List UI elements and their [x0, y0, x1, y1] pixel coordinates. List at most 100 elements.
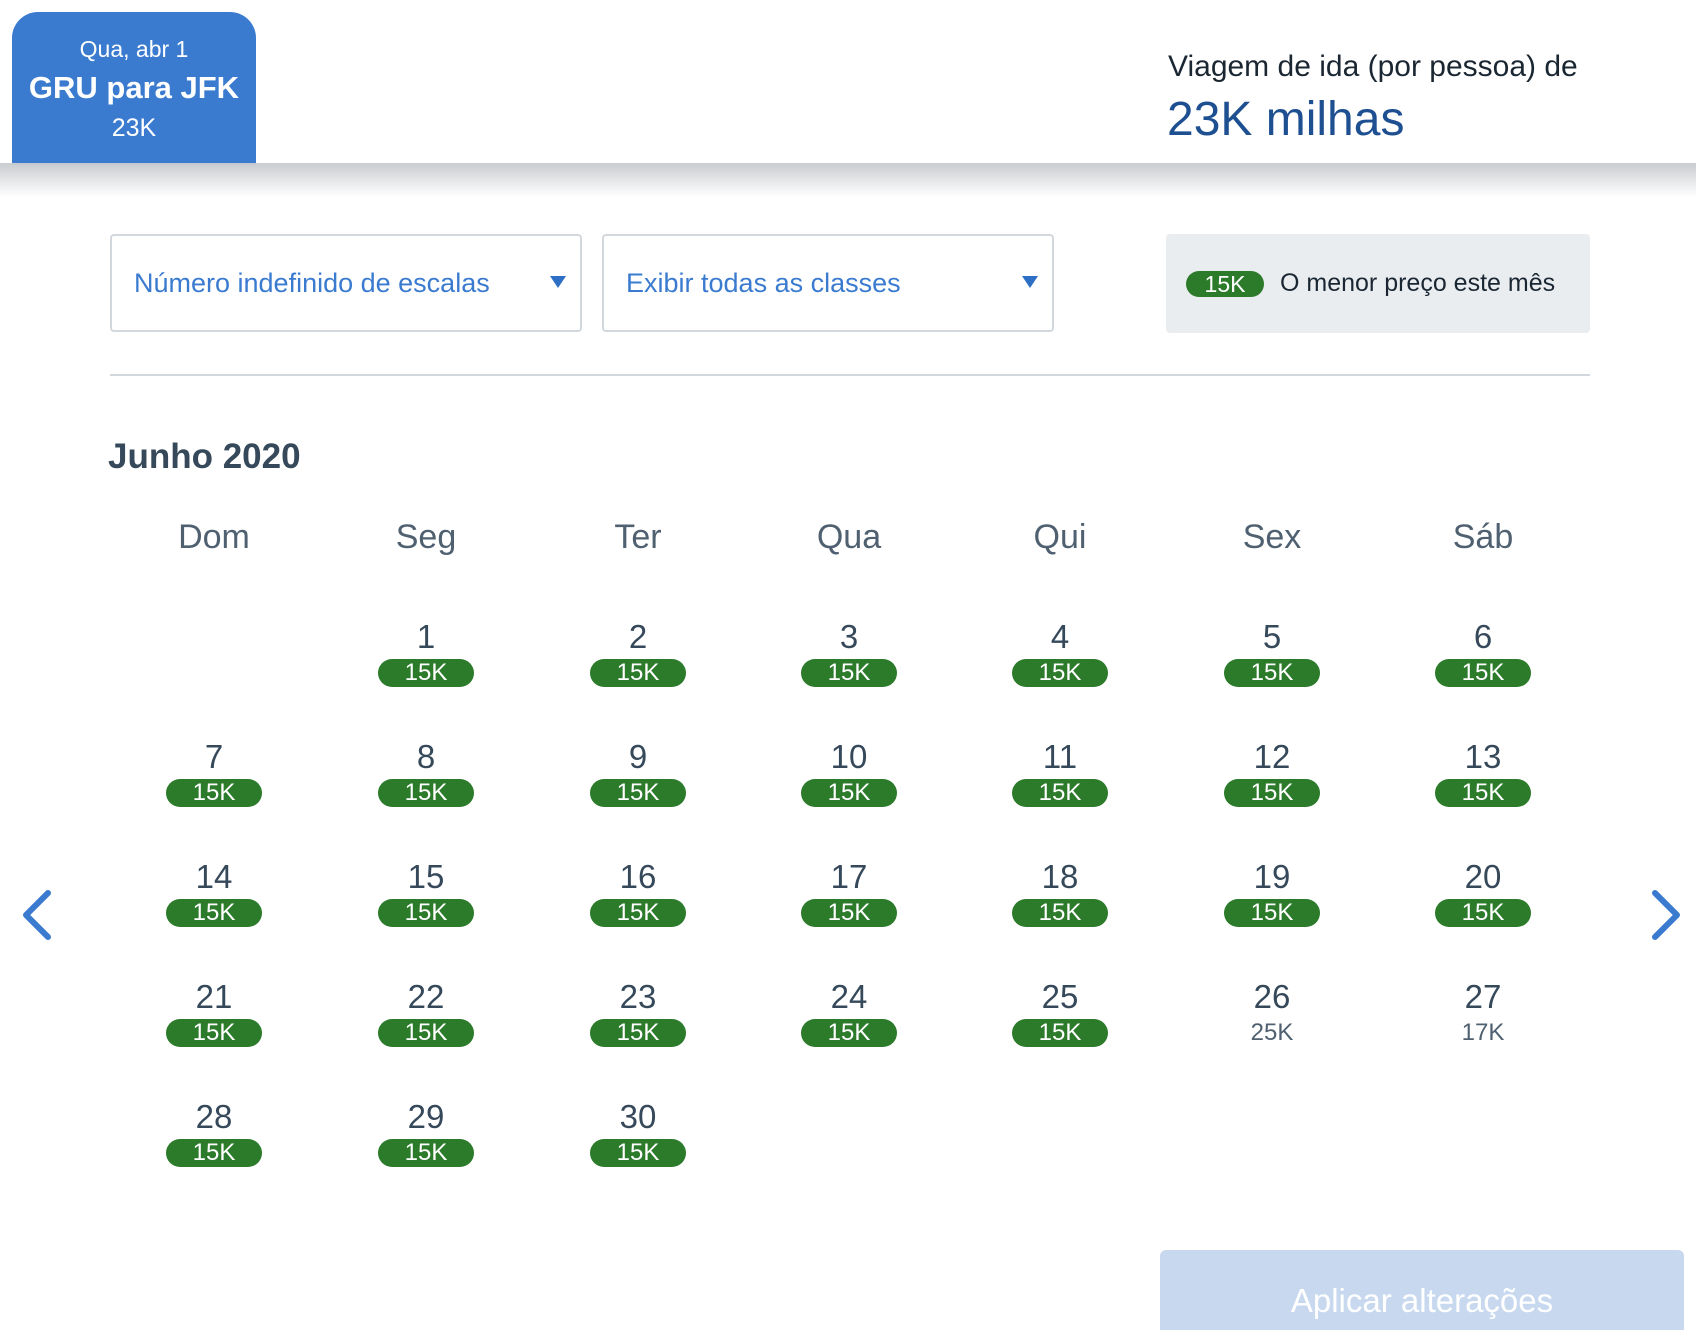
- day-number: 25: [1041, 978, 1079, 1015]
- lowest-price-badge: 15K: [1435, 779, 1531, 807]
- day-number: 4: [1050, 618, 1070, 655]
- calendar-day[interactable]: 20 15K: [1408, 858, 1558, 958]
- day-number: 11: [1042, 738, 1078, 775]
- day-number: 8: [416, 738, 436, 775]
- calendar-day[interactable]: 7 15K: [139, 738, 289, 838]
- calendar-day[interactable]: 27 17K: [1408, 978, 1558, 1078]
- calendar-day[interactable]: 8 15K: [351, 738, 501, 838]
- day-number: 5: [1262, 618, 1282, 655]
- weekday-label: Sex: [1242, 518, 1302, 556]
- calendar-day[interactable]: 3 15K: [774, 618, 924, 718]
- divider: [110, 374, 1590, 376]
- fare-label: Viagem de ida (por pessoa) de: [1168, 50, 1578, 83]
- flight-route: GRU para JFK: [28, 70, 240, 105]
- weekday-label: Sáb: [1452, 518, 1514, 556]
- caret-down-icon: [550, 276, 566, 288]
- lowest-price-badge: 15K: [1435, 659, 1531, 687]
- lowest-price-badge: 15K: [378, 659, 474, 687]
- day-number: 12: [1253, 738, 1291, 775]
- day-number: 16: [619, 858, 657, 895]
- legend-text: O menor preço este mês: [1280, 269, 1556, 297]
- header: Qua, abr 1 GRU para JFK 23K Viagem de id…: [0, 0, 1696, 165]
- calendar-day[interactable]: 23 15K: [563, 978, 713, 1078]
- chevron-left-icon[interactable]: [18, 885, 58, 945]
- chevron-right-icon[interactable]: [1645, 885, 1685, 945]
- day-number: 19: [1253, 858, 1291, 895]
- day-number: 10: [830, 738, 868, 775]
- lowest-price-badge: 15K: [1012, 899, 1108, 927]
- lowest-price-badge: 15K: [801, 1019, 897, 1047]
- lowest-price-badge: 15K: [1224, 659, 1320, 687]
- calendar-day[interactable]: 29 15K: [351, 1098, 501, 1198]
- fare-value: 23K milhas: [1167, 93, 1405, 146]
- calendar-day[interactable]: 10 15K: [774, 738, 924, 838]
- calendar-day[interactable]: 13 15K: [1408, 738, 1558, 838]
- calendar-day[interactable]: 5 15K: [1197, 618, 1347, 718]
- day-number: 29: [407, 1098, 445, 1135]
- lowest-price-badge: 15K: [590, 899, 686, 927]
- lowest-price-badge: 15K: [166, 1139, 262, 1167]
- lowest-price-badge: 15K: [378, 1019, 474, 1047]
- cabin-select[interactable]: Exibir todas as classes: [602, 234, 1054, 332]
- calendar-day[interactable]: 14 15K: [139, 858, 289, 958]
- day-number: 20: [1464, 858, 1502, 895]
- day-number: 23: [619, 978, 657, 1015]
- calendar-day[interactable]: 21 15K: [139, 978, 289, 1078]
- lowest-price-badge: 15K: [801, 899, 897, 927]
- calendar-day[interactable]: 19 15K: [1197, 858, 1347, 958]
- day-price: 25K: [1250, 1019, 1294, 1046]
- weekday-label: Ter: [614, 518, 662, 556]
- header-shadow: [0, 163, 1696, 197]
- calendar-day[interactable]: 30 15K: [563, 1098, 713, 1198]
- day-number: 28: [195, 1098, 233, 1135]
- month-title: Junho 2020: [108, 437, 301, 476]
- flight-price: 23K: [111, 114, 157, 142]
- calendar-day[interactable]: 16 15K: [563, 858, 713, 958]
- calendar-day[interactable]: 12 15K: [1197, 738, 1347, 838]
- lowest-price-badge: 15K: [378, 899, 474, 927]
- lowest-price-badge: 15K: [590, 659, 686, 687]
- calendar-day[interactable]: 22 15K: [351, 978, 501, 1078]
- legend-price-pill: 15K: [1186, 271, 1264, 297]
- day-number: 30: [619, 1098, 657, 1135]
- lowest-price-badge: 15K: [1435, 899, 1531, 927]
- lowest-price-badge: 15K: [1012, 1019, 1108, 1047]
- calendar-day[interactable]: 28 15K: [139, 1098, 289, 1198]
- lowest-price-badge: 15K: [166, 1019, 262, 1047]
- lowest-price-badge: 15K: [1224, 779, 1320, 807]
- day-number: 14: [195, 858, 233, 895]
- lowest-price-badge: 15K: [590, 1019, 686, 1047]
- day-number: 21: [195, 978, 233, 1015]
- lowest-price-badge: 15K: [166, 899, 262, 927]
- day-number: 26: [1253, 978, 1291, 1015]
- calendar-day[interactable]: 17 15K: [774, 858, 924, 958]
- weekday-label: Qua: [816, 518, 882, 556]
- day-number: 13: [1464, 738, 1502, 775]
- calendar-day[interactable]: 18 15K: [985, 858, 1135, 958]
- apply-changes-button[interactable]: Aplicar alterações: [1160, 1250, 1684, 1330]
- day-number: 27: [1464, 978, 1502, 1015]
- lowest-price-badge: 15K: [801, 659, 897, 687]
- weekday-label: Qui: [1033, 518, 1087, 556]
- weekday-label: Seg: [395, 518, 457, 556]
- calendar-day[interactable]: 15 15K: [351, 858, 501, 958]
- calendar-day[interactable]: 1 15K: [351, 618, 501, 718]
- lowest-price-badge: 15K: [801, 779, 897, 807]
- calendar-day[interactable]: 6 15K: [1408, 618, 1558, 718]
- calendar-day[interactable]: 2 15K: [563, 618, 713, 718]
- day-number: 7: [204, 738, 224, 775]
- cabin-select-value: Exibir todas as classes: [626, 268, 901, 298]
- stops-select[interactable]: Número indefinido de escalas: [110, 234, 582, 332]
- calendar-day[interactable]: 9 15K: [563, 738, 713, 838]
- day-price: 17K: [1461, 1019, 1505, 1046]
- day-number: 22: [407, 978, 445, 1015]
- calendar-day[interactable]: 11 15K: [985, 738, 1135, 838]
- weekday-label: Dom: [178, 518, 250, 556]
- calendar-day[interactable]: 4 15K: [985, 618, 1135, 718]
- calendar-day[interactable]: 24 15K: [774, 978, 924, 1078]
- flight-date: Qua, abr 1: [79, 36, 189, 62]
- calendar-day[interactable]: 26 25K: [1197, 978, 1347, 1078]
- flight-tab-gru-jfk[interactable]: Qua, abr 1 GRU para JFK 23K: [12, 12, 256, 165]
- calendar-day[interactable]: 25 15K: [985, 978, 1135, 1078]
- day-number: 6: [1473, 618, 1493, 655]
